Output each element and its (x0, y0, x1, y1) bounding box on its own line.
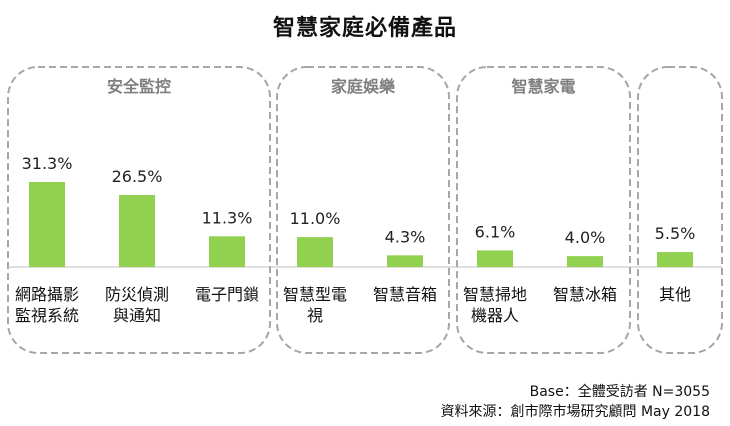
category-label: 電子門鎖 (195, 285, 259, 304)
chart-title: 智慧家庭必備產品 (272, 16, 457, 41)
bar (209, 236, 245, 267)
category-label: 與通知 (113, 306, 161, 325)
bar (297, 237, 333, 267)
group-title: 家庭娛樂 (331, 77, 396, 96)
bar-value-label: 26.5% (112, 167, 163, 186)
category-label: 機器人 (471, 306, 519, 325)
bar-value-label: 11.3% (202, 208, 253, 227)
bar-value-label: 31.3% (22, 154, 73, 173)
bar-value-label: 11.0% (290, 209, 341, 228)
group-box (637, 66, 723, 354)
category-label: 智慧型電 (283, 285, 347, 304)
group-box (276, 66, 450, 354)
category-label: 網路攝影 (15, 285, 79, 304)
bar-value-label: 5.5% (655, 224, 696, 243)
category-label: 防災偵測 (105, 285, 169, 304)
source-note: 資料來源：創市際市場研究顧問 May 2018 (440, 404, 710, 420)
category-label: 智慧掃地 (463, 285, 527, 304)
bar (567, 256, 603, 267)
category-label: 視 (307, 306, 323, 325)
group-title: 智慧家電 (511, 77, 575, 96)
category-label: 監視系統 (15, 306, 79, 325)
bar (29, 182, 65, 267)
bar (387, 255, 423, 267)
group-box (7, 66, 271, 354)
group-title: 安全監控 (107, 77, 171, 96)
category-label: 其他 (659, 285, 691, 304)
bar-value-label: 4.3% (385, 227, 426, 246)
bar (477, 250, 513, 267)
bar-value-label: 6.1% (475, 222, 516, 241)
base-note: Base：全體受訪者 N=3055 (529, 384, 710, 400)
bar-value-label: 4.0% (565, 228, 606, 247)
group-box (456, 66, 631, 354)
bar (657, 252, 693, 267)
bar (119, 195, 155, 267)
category-label: 智慧音箱 (373, 285, 437, 304)
category-label: 智慧冰箱 (553, 285, 617, 304)
